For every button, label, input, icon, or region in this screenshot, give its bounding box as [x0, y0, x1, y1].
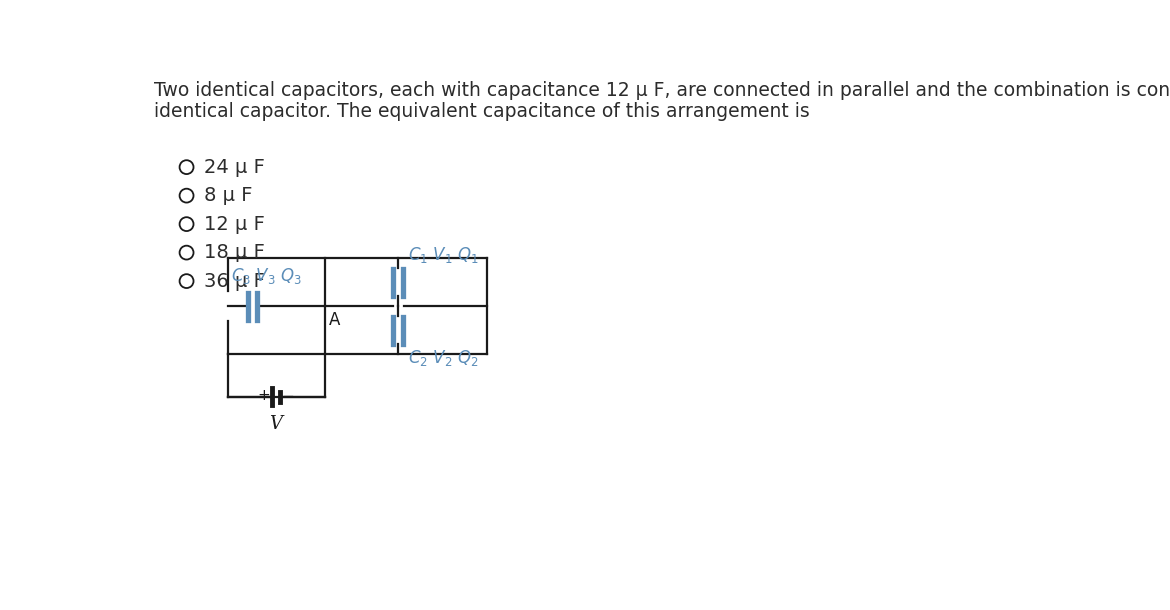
Text: +: + — [257, 387, 269, 403]
Text: 36 μ F: 36 μ F — [204, 271, 264, 290]
Text: −: − — [282, 389, 295, 404]
Text: $C_2\ V_2\ Q_2$: $C_2\ V_2\ Q_2$ — [407, 348, 479, 367]
Text: $C_3\ V_3\ Q_3$: $C_3\ V_3\ Q_3$ — [230, 267, 302, 287]
Text: 12 μ F: 12 μ F — [204, 215, 264, 234]
Text: $C_1\ V_1\ Q_1$: $C_1\ V_1\ Q_1$ — [407, 245, 479, 265]
Text: 24 μ F: 24 μ F — [204, 157, 264, 177]
Text: 18 μ F: 18 μ F — [204, 243, 264, 262]
Text: identical capacitor. The equivalent capacitance of this arrangement is: identical capacitor. The equivalent capa… — [154, 102, 810, 121]
Text: V: V — [269, 415, 283, 434]
Text: 8 μ F: 8 μ F — [204, 186, 252, 205]
Text: A: A — [329, 310, 340, 329]
Text: Two identical capacitors, each with capacitance 12 μ F, are connected in paralle: Two identical capacitors, each with capa… — [154, 81, 1170, 100]
